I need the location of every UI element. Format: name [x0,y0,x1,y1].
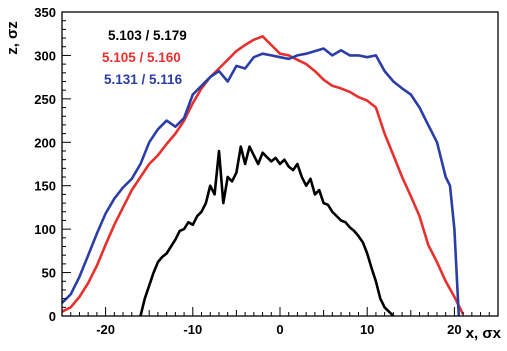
y-tick-label: 250 [34,92,56,107]
series-line-1 [139,145,395,317]
legend: 5.103 / 5.179 5.105 / 5.160 5.131 / 5.116 [102,28,187,87]
legend-entry-2: 5.105 / 5.160 [102,50,181,65]
series-line-3 [61,47,461,317]
series-line-2 [61,35,465,315]
x-tick-label: 20 [447,322,461,337]
x-tick-label: 10 [360,322,374,337]
y-tick-label: 350 [34,5,56,20]
series-layer [61,35,465,317]
x-tick-label: 0 [276,322,283,337]
y-tick-label: 150 [34,179,56,194]
x-tick-label: -10 [183,322,202,337]
y-tick-label: 300 [34,48,56,63]
x-axis-label: x, σx [466,325,502,342]
y-tick-label: 0 [49,309,56,324]
y-tick-label: 100 [34,222,56,237]
y-axis-label: z, σz [4,21,21,55]
legend-entry-3: 5.131 / 5.116 [104,72,183,87]
y-tick-label: 50 [42,266,56,281]
x-tick-label: -20 [96,322,115,337]
legend-entry-1: 5.103 / 5.179 [108,28,187,43]
y-tick-label: 200 [34,135,56,150]
